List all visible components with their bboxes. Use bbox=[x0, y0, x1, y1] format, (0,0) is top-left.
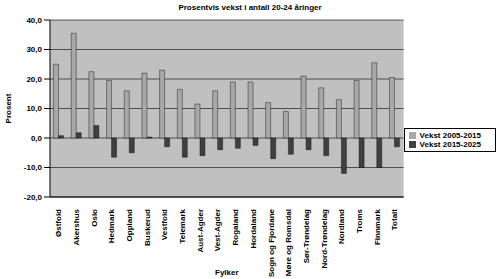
svg-text:Prosent: Prosent bbox=[8, 93, 13, 123]
svg-text:Finnmark: Finnmark bbox=[373, 208, 382, 245]
svg-text:30,0: 30,0 bbox=[26, 45, 42, 54]
svg-text:Vest-Agder: Vest-Agder bbox=[213, 209, 222, 251]
svg-text:Telemark: Telemark bbox=[178, 208, 187, 243]
html-text:Vekst 2015-2025: Vekst 2015-2025 bbox=[419, 139, 481, 149]
svg-text:0,0: 0,0 bbox=[31, 134, 43, 143]
html-text:Prosentvis vekst i antall 20-2: Prosentvis vekst i antall 20-24 åringer bbox=[178, 3, 322, 12]
svg-text:Oppland: Oppland bbox=[125, 209, 134, 242]
svg-text:Møre og Romsdal: Møre og Romsdal bbox=[284, 209, 293, 276]
svg-text:Vestfold: Vestfold bbox=[160, 209, 169, 240]
svg-text:Buskerud: Buskerud bbox=[143, 209, 152, 246]
svg-text:10,0: 10,0 bbox=[26, 104, 42, 113]
svg-text:20,0: 20,0 bbox=[26, 75, 42, 84]
svg-text:40,0: 40,0 bbox=[26, 16, 42, 25]
html-text:Vekst 2005-2015: Vekst 2005-2015 bbox=[419, 130, 481, 140]
svg-text:Oslo: Oslo bbox=[90, 209, 99, 227]
svg-text:Hedmark: Hedmark bbox=[107, 208, 116, 243]
svg-text:Fylker: Fylker bbox=[215, 268, 239, 277]
svg-text:Sogn og Fjordane: Sogn og Fjordane bbox=[267, 208, 276, 277]
svg-text:Totalt: Totalt bbox=[390, 209, 399, 231]
svg-text:Sør-Trøndelag: Sør-Trøndelag bbox=[302, 209, 311, 263]
svg-text:Rogaland: Rogaland bbox=[231, 209, 240, 246]
svg-text:Østfold: Østfold bbox=[54, 209, 63, 237]
svg-text:Aust-Agder: Aust-Agder bbox=[196, 209, 205, 253]
svg-text:Troms: Troms bbox=[355, 208, 364, 233]
svg-text:Hordaland: Hordaland bbox=[249, 209, 258, 249]
svg-text:Nord-Trøndelag: Nord-Trøndelag bbox=[320, 209, 329, 269]
svg-text:-10,0: -10,0 bbox=[24, 163, 43, 172]
svg-text:Nordland: Nordland bbox=[337, 209, 346, 244]
svg-text:Akershus: Akershus bbox=[72, 208, 81, 245]
svg-text:-20,0: -20,0 bbox=[24, 193, 43, 202]
